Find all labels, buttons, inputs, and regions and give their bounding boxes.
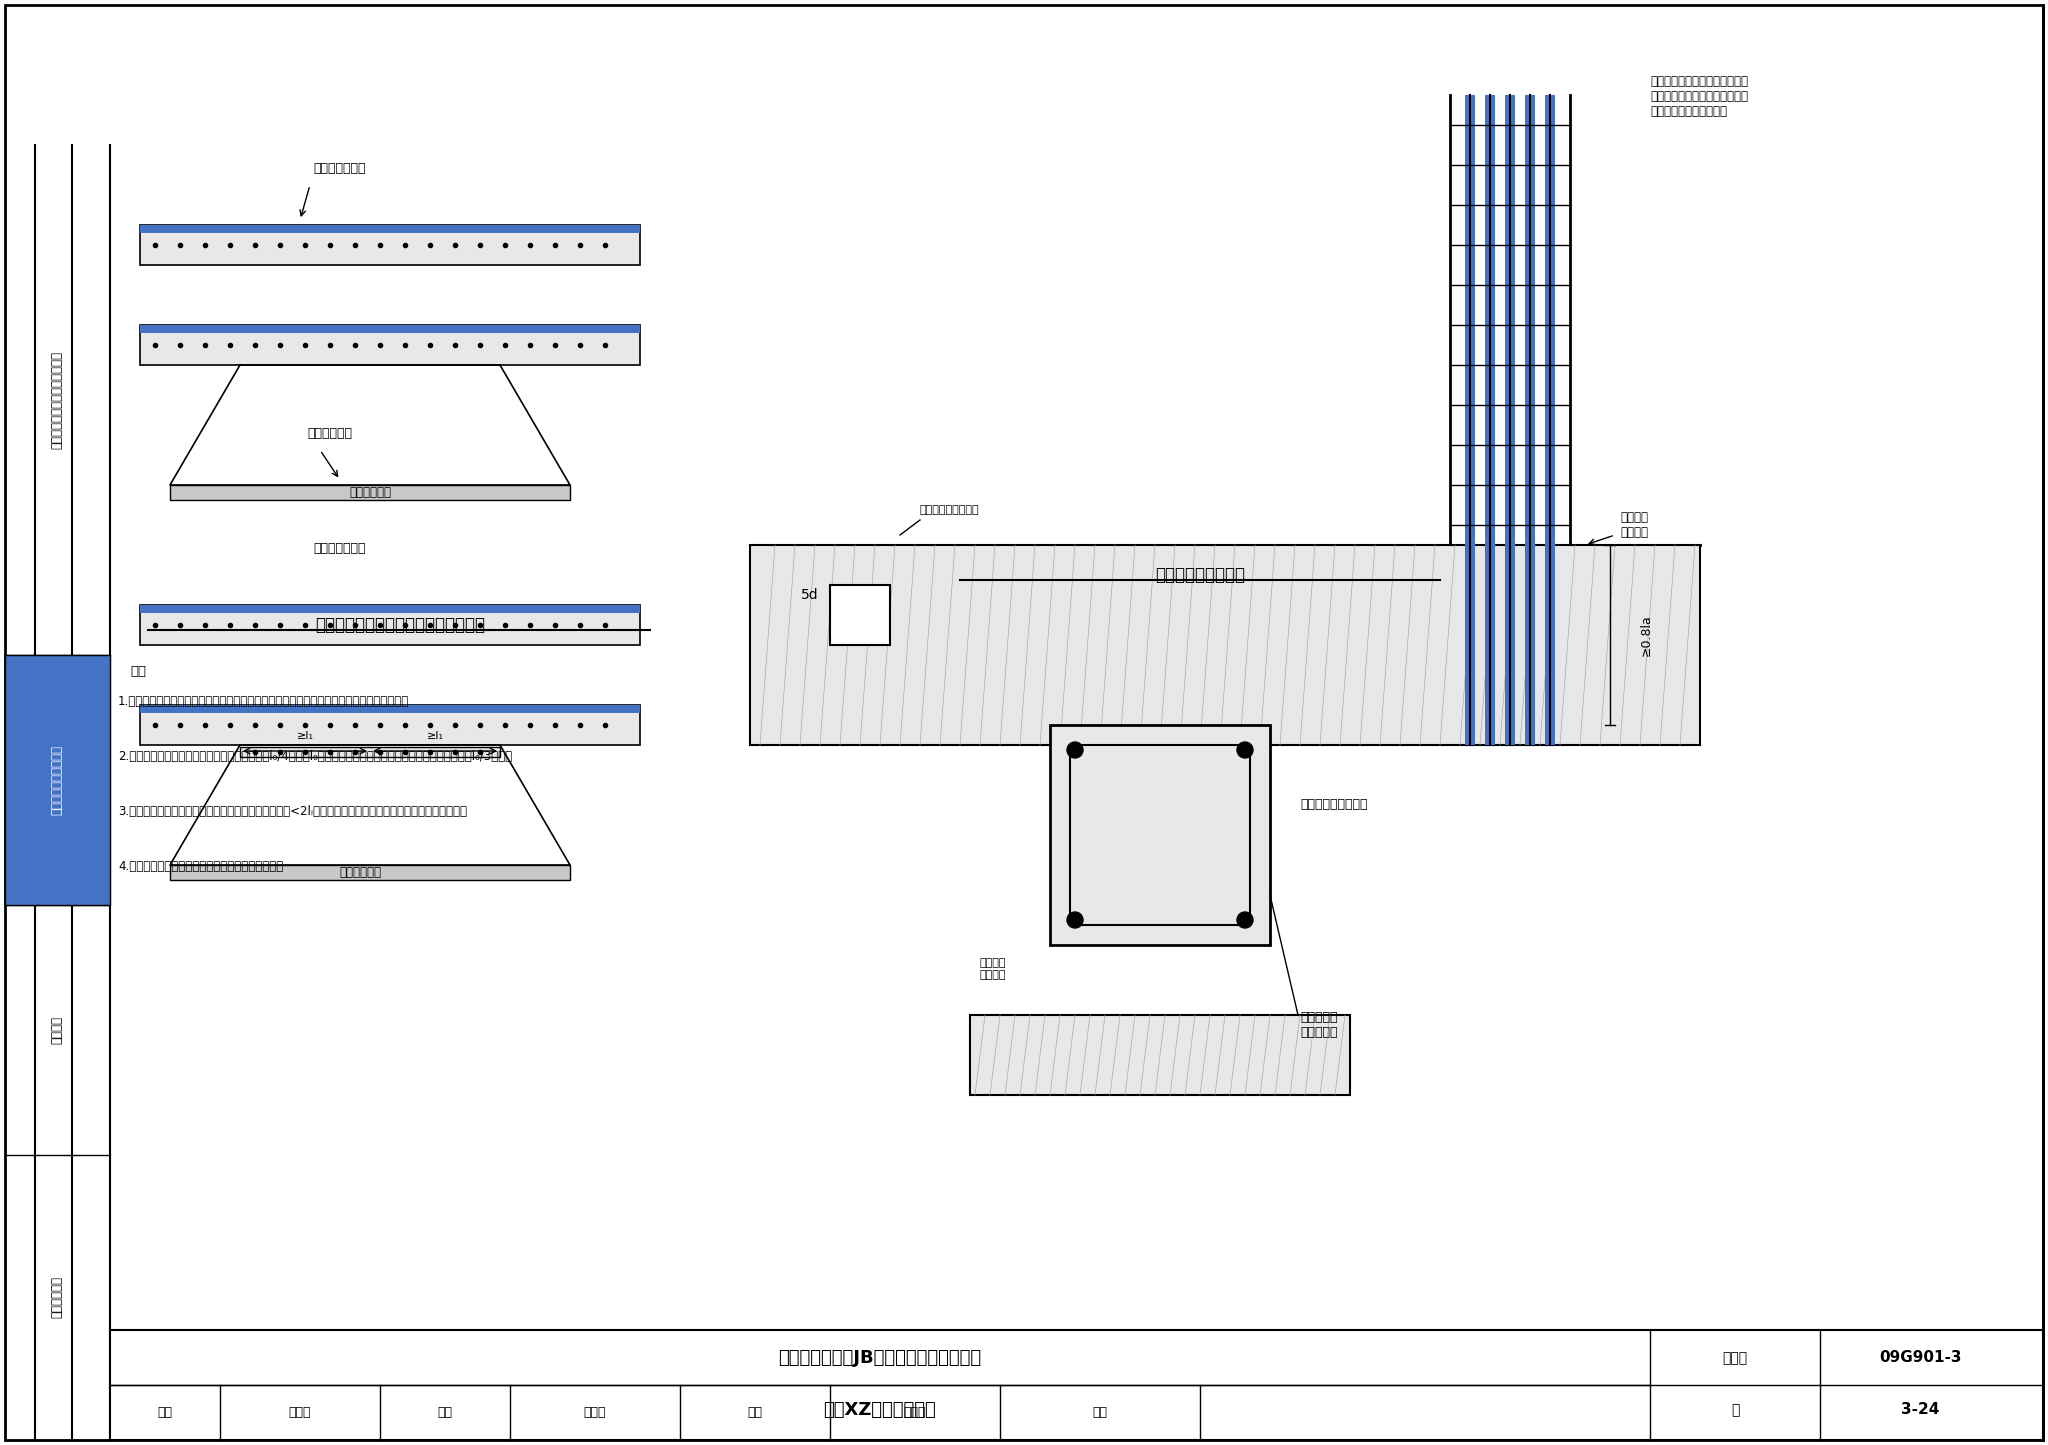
Bar xyxy=(971,1014,1350,1095)
Bar xyxy=(1544,95,1554,746)
Text: 黄志刚: 黄志刚 xyxy=(289,1406,311,1419)
Text: 3-24: 3-24 xyxy=(1901,1403,1939,1418)
Text: 纵筋应分批连接，缝筋按设计标
注且当纵筋采用搭接连接时，在
搭接长度范围应加密箍筋: 纵筋应分批连接，缝筋按设计标 注且当纵筋采用搭接连接时，在 搭接长度范围应加密箍… xyxy=(1651,75,1749,118)
Text: 王怀元: 王怀元 xyxy=(903,1406,926,1419)
Bar xyxy=(829,585,891,644)
Bar xyxy=(4,655,111,905)
Circle shape xyxy=(1237,741,1253,759)
Text: 基础顶面在防水板内时的基础连接构造: 基础顶面在防水板内时的基础连接构造 xyxy=(315,616,485,634)
Text: 地下室防水底板JB与各类基础的连接构造: 地下室防水底板JB与各类基础的连接构造 xyxy=(778,1350,981,1367)
Bar xyxy=(1505,95,1516,746)
Text: 09G901-3: 09G901-3 xyxy=(1878,1351,1962,1366)
Text: ≥l₁: ≥l₁ xyxy=(297,731,313,741)
Text: 起点标高
基础顶面: 起点标高 基础顶面 xyxy=(1620,512,1649,539)
Circle shape xyxy=(1067,912,1083,928)
Text: 注：: 注： xyxy=(129,665,145,678)
Text: 校对: 校对 xyxy=(438,1406,453,1419)
Bar xyxy=(1464,95,1475,746)
Circle shape xyxy=(1067,741,1083,759)
Bar xyxy=(1051,725,1270,945)
Text: 页: 页 xyxy=(1731,1403,1739,1418)
Text: 图集号: 图集号 xyxy=(1722,1351,1747,1366)
Bar xyxy=(139,225,639,233)
Text: 4.防水底板以下的填充材料应按具体设计要求施工。: 4.防水底板以下的填充材料应按具体设计要求施工。 xyxy=(119,860,283,873)
Polygon shape xyxy=(170,746,569,866)
Bar xyxy=(139,325,639,366)
Circle shape xyxy=(1237,912,1253,928)
Text: 防水层和垫层: 防水层和垫层 xyxy=(307,428,352,439)
Bar xyxy=(170,486,569,500)
Text: 审核: 审核 xyxy=(158,1406,172,1419)
Text: 1.本图所示的基础，包括独立基础、条形基础、桩基独立承台、桩基承台梁以及基础连棁等。: 1.本图所示的基础，包括独立基础、条形基础、桩基独立承台、桩基承台梁以及基础连棁… xyxy=(119,695,410,708)
Text: 基础顶面有配筋: 基础顶面有配筋 xyxy=(313,542,367,555)
Text: 筏形基础: 筏形基础 xyxy=(51,1016,63,1043)
Bar xyxy=(170,866,569,880)
Bar xyxy=(139,605,639,644)
Bar xyxy=(139,705,639,746)
Bar xyxy=(1526,95,1536,746)
Bar xyxy=(240,747,500,757)
Bar xyxy=(139,605,639,613)
Bar xyxy=(139,225,639,264)
Bar xyxy=(1485,95,1495,746)
Text: ≥l₁: ≥l₁ xyxy=(426,731,444,741)
Text: 同基础以上芯柱箍筋: 同基础以上芯柱箍筋 xyxy=(920,504,979,514)
Text: 起点标高
基础顶面: 起点标高 基础顶面 xyxy=(981,958,1006,980)
Text: 芯柱（用于抗震柱）: 芯柱（用于抗震柱） xyxy=(1300,799,1368,812)
Bar xyxy=(750,545,1700,746)
Text: 基础顶面无配筋: 基础顶面无配筋 xyxy=(313,162,367,175)
Bar xyxy=(111,1329,2044,1441)
Polygon shape xyxy=(170,366,569,486)
Text: 防水层和垫层: 防水层和垫层 xyxy=(340,867,381,880)
Text: 箱形基础和地下室结构: 箱形基础和地下室结构 xyxy=(51,746,63,815)
Text: 2.防水底板上部纵筋的连接区域为轴线两側各为l₀/4范围（l₀为轴线距度），下部纵筋的连接区域为两轴线中部l₀/3范围。: 2.防水底板上部纵筋的连接区域为轴线两側各为l₀/4范围（l₀为轴线距度），下部… xyxy=(119,750,512,763)
Bar xyxy=(139,705,639,712)
Text: 独立基础、条形基础、桩基承台: 独立基础、条形基础、桩基承台 xyxy=(51,351,63,449)
Text: 防水层和垫层: 防水层和垫层 xyxy=(348,487,391,500)
Text: 5d: 5d xyxy=(801,588,819,603)
Text: 芯柱XZ纵筋锚固构造: 芯柱XZ纵筋锚固构造 xyxy=(823,1402,936,1419)
Text: 3.当基础梁、承台梁、基础连棁或其他类型的基础宽度<2lᵢ时，可将键筋固源穿越基础后在其连接区域连接。: 3.当基础梁、承台梁、基础连棁或其他类型的基础宽度<2lᵢ时，可将键筋固源穿越基… xyxy=(119,805,467,818)
Text: 设计: 设计 xyxy=(748,1406,762,1419)
Text: 芯柱纵筋的锁固构造: 芯柱纵筋的锁固构造 xyxy=(1155,566,1245,584)
Text: 张工文: 张工文 xyxy=(584,1406,606,1419)
Text: 一般构造要求: 一般构造要求 xyxy=(51,1276,63,1318)
Text: ≥0.8la: ≥0.8la xyxy=(1640,614,1653,656)
Bar xyxy=(1069,746,1249,925)
Text: 制图: 制图 xyxy=(1092,1406,1108,1419)
Text: 抗震框架柱
剪力墙端柱: 抗震框架柱 剪力墙端柱 xyxy=(1300,1011,1337,1039)
Bar xyxy=(139,325,639,332)
